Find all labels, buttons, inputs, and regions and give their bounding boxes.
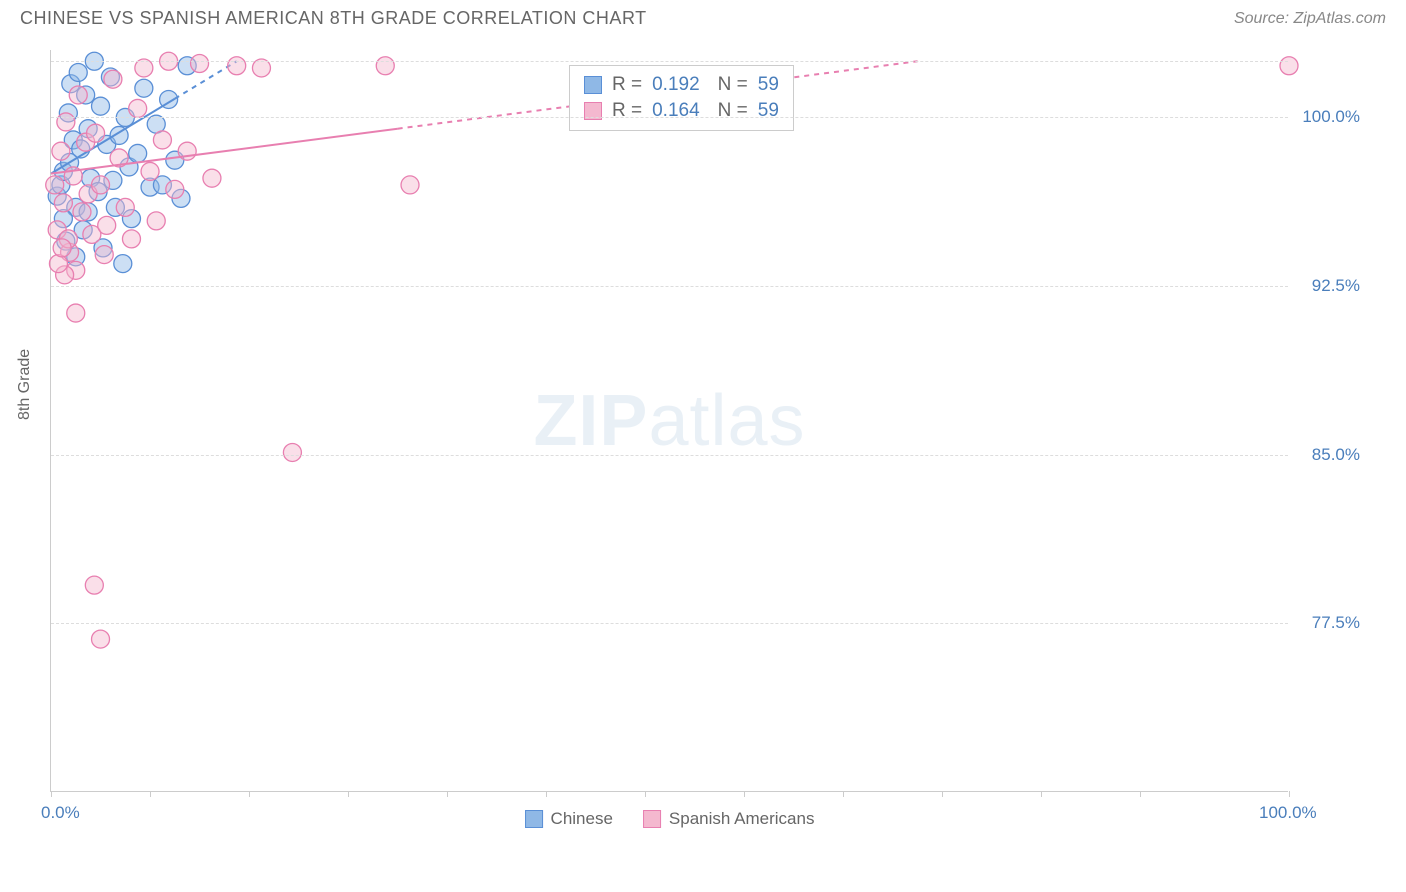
data-point[interactable] [147, 212, 165, 230]
swatch-chinese [584, 76, 602, 94]
data-point[interactable] [54, 194, 72, 212]
y-axis-label: 8th Grade [16, 349, 34, 420]
stat-r-label: R = [612, 100, 642, 122]
stat-r-spanish: 0.164 [652, 100, 700, 122]
correlation-stats-box: R = 0.192 N = 59 R = 0.164 N = 59 [569, 65, 794, 131]
data-point[interactable] [92, 176, 110, 194]
data-point[interactable] [69, 86, 87, 104]
data-point[interactable] [98, 216, 116, 234]
chart-title: CHINESE VS SPANISH AMERICAN 8TH GRADE CO… [20, 8, 647, 29]
chart-legend: Chinese Spanish Americans [525, 809, 815, 829]
ytick-label: 100.0% [1302, 107, 1360, 127]
data-point[interactable] [104, 70, 122, 88]
ytick-label: 85.0% [1312, 445, 1360, 465]
data-point[interactable] [1280, 57, 1298, 75]
legend-item-spanish[interactable]: Spanish Americans [643, 809, 815, 829]
stat-row-chinese: R = 0.192 N = 59 [584, 72, 779, 98]
stat-row-spanish: R = 0.164 N = 59 [584, 98, 779, 124]
data-point[interactable] [283, 443, 301, 461]
data-point[interactable] [57, 113, 75, 131]
data-point[interactable] [92, 630, 110, 648]
data-point[interactable] [191, 54, 209, 72]
data-point[interactable] [376, 57, 394, 75]
data-point[interactable] [116, 198, 134, 216]
data-point[interactable] [69, 63, 87, 81]
data-point[interactable] [46, 176, 64, 194]
data-point[interactable] [401, 176, 419, 194]
data-point[interactable] [67, 304, 85, 322]
data-point[interactable] [73, 203, 91, 221]
data-point[interactable] [87, 124, 105, 142]
data-point[interactable] [129, 144, 147, 162]
data-point[interactable] [122, 230, 140, 248]
legend-label-chinese: Chinese [551, 809, 613, 829]
data-point[interactable] [85, 576, 103, 594]
data-point[interactable] [141, 162, 159, 180]
xtick-label: 100.0% [1259, 803, 1317, 823]
chart-plot-area: ZIPatlas R = 0.192 N = 59 R = 0.164 N = … [50, 50, 1288, 792]
data-point[interactable] [166, 180, 184, 198]
data-point[interactable] [203, 169, 221, 187]
stat-n-spanish: 59 [758, 100, 779, 122]
data-point[interactable] [129, 99, 147, 117]
scatter-plot-svg [51, 50, 1288, 791]
stat-r-chinese: 0.192 [652, 74, 700, 96]
data-point[interactable] [49, 255, 67, 273]
data-point[interactable] [52, 142, 70, 160]
data-point[interactable] [228, 57, 246, 75]
stat-n-chinese: 59 [758, 74, 779, 96]
data-point[interactable] [53, 239, 71, 257]
data-point[interactable] [114, 255, 132, 273]
data-point[interactable] [95, 246, 113, 264]
legend-swatch-chinese [525, 810, 543, 828]
data-point[interactable] [153, 131, 171, 149]
ytick-label: 77.5% [1312, 613, 1360, 633]
xtick-label: 0.0% [41, 803, 80, 823]
legend-item-chinese[interactable]: Chinese [525, 809, 613, 829]
data-point[interactable] [92, 97, 110, 115]
stat-n-label: N = [718, 74, 748, 96]
stat-r-label: R = [612, 74, 642, 96]
stat-n-label: N = [718, 100, 748, 122]
legend-label-spanish: Spanish Americans [669, 809, 815, 829]
ytick-label: 92.5% [1312, 276, 1360, 296]
data-point[interactable] [135, 79, 153, 97]
legend-swatch-spanish [643, 810, 661, 828]
source-label: Source: ZipAtlas.com [1234, 10, 1386, 28]
